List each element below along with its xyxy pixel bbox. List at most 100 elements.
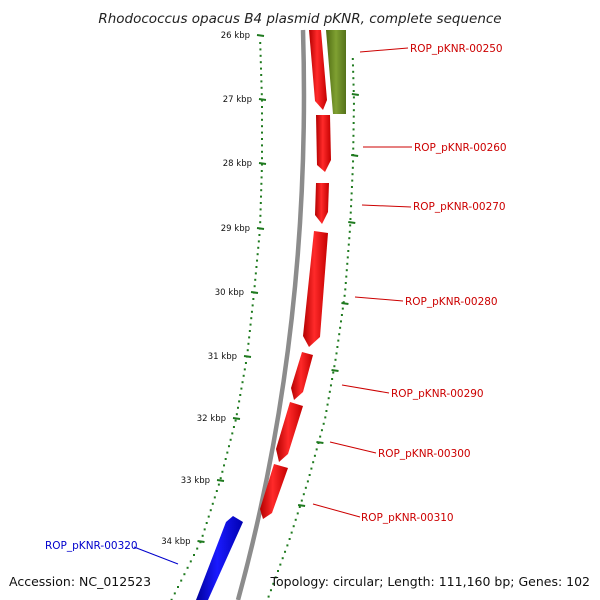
outer-track-dot (337, 339, 340, 342)
inner-track-dot (170, 598, 173, 600)
inner-track-dot (235, 413, 238, 416)
outer-track-dot (352, 77, 355, 80)
inner-track-dot (259, 221, 262, 224)
gene-arrow[interactable] (276, 402, 303, 462)
gene-label-rop-pknr-00270[interactable]: ROP_pKNR-00270 (413, 201, 506, 213)
gene-label-rop-pknr-00320[interactable]: ROP_pKNR-00320 (45, 540, 138, 552)
inner-track-dot (234, 419, 237, 422)
inner-track-dot (255, 266, 258, 268)
gene-arrow[interactable] (316, 115, 331, 172)
outer-track-dot (351, 58, 354, 60)
inner-track-dot (249, 323, 252, 326)
outer-track-dot (350, 205, 353, 208)
inner-track-dot (243, 368, 246, 371)
gene-feature-bar[interactable] (326, 30, 346, 114)
outer-track-dot (351, 173, 354, 176)
gene-arrow[interactable] (315, 183, 329, 224)
inner-track-dot (189, 560, 192, 563)
kbp-tick-label: 32 kbp (197, 414, 226, 424)
kbp-tick-mark (216, 479, 225, 482)
outer-track-dot (304, 486, 307, 489)
inner-track-dot (207, 515, 210, 518)
outer-track-dot (348, 230, 351, 233)
inner-track-dot (247, 342, 250, 345)
outer-track-dot (335, 352, 338, 355)
gene-arrow[interactable] (303, 231, 328, 347)
plasmid-backbone (235, 29, 307, 600)
outer-track-dot (286, 544, 289, 547)
inner-track-dot (246, 349, 249, 352)
inner-track-dot (213, 496, 216, 499)
inner-track-dot (199, 541, 202, 544)
outer-track-dot (267, 595, 270, 598)
inner-track-dot (261, 138, 263, 140)
gene-arrow[interactable] (309, 30, 327, 110)
inner-track-dot (260, 74, 263, 76)
inner-track-dot (259, 48, 262, 51)
inner-track-dot (201, 534, 204, 537)
inner-track-dot (209, 509, 212, 512)
gene-label-rop-pknr-00250[interactable]: ROP_pKNR-00250 (410, 43, 503, 55)
gc-dot-track (170, 42, 359, 600)
outer-track-mark (351, 93, 359, 96)
outer-track-dot (315, 448, 318, 451)
gene-label-rop-pknr-00260[interactable]: ROP_pKNR-00260 (414, 142, 507, 154)
inner-track-dot (241, 381, 244, 384)
inner-track-dot (260, 67, 263, 70)
kbp-tick-track: 26 kbp 27 kbp 28 kbp 29 kbp 30 kbp 31 kbp 32 k… (161, 31, 267, 547)
inner-track-dot (196, 547, 199, 550)
inner-track-dot (232, 426, 235, 428)
inner-track-dot (261, 131, 263, 134)
outer-track-dot (277, 570, 279, 572)
gene-arrow[interactable] (260, 464, 288, 519)
outer-track-dot (272, 582, 275, 585)
inner-track-dot (257, 240, 260, 243)
inner-track-dot (221, 470, 224, 473)
kbp-tick-mark (258, 162, 267, 165)
inner-track-dot (229, 438, 232, 441)
gene-label-rop-pknr-00310[interactable]: ROP_pKNR-00310 (361, 512, 454, 524)
inner-track-dot (242, 374, 245, 377)
outer-track-dot (328, 390, 331, 393)
gene-label-rop-pknr-00300[interactable]: ROP_pKNR-00300 (378, 448, 471, 460)
kbp-tick-label: 27 kbp (223, 95, 252, 105)
outer-track-mark (341, 302, 349, 305)
kbp-tick-mark (258, 98, 267, 101)
outer-track-dot (325, 410, 328, 412)
outer-track-dot (322, 422, 325, 425)
gene-arrow[interactable] (196, 516, 243, 600)
inner-track-dot (260, 189, 263, 192)
inner-track-dot (259, 54, 262, 57)
outer-track-dot (300, 499, 303, 502)
inner-track-dot (260, 176, 263, 179)
inner-track-dot (215, 490, 218, 492)
outer-track-dot (290, 531, 293, 534)
outer-track-dot (302, 493, 305, 496)
outer-track-dot (350, 192, 353, 195)
inner-track-dot (248, 336, 251, 339)
outer-track-dot (352, 122, 355, 124)
outer-track-dot (294, 518, 297, 521)
gene-label-rop-pknr-00290[interactable]: ROP_pKNR-00290 (391, 388, 484, 400)
inner-track-dot (260, 93, 263, 96)
inner-track-dot (177, 586, 179, 588)
inner-track-dot (186, 566, 189, 569)
inner-track-dot (256, 259, 259, 262)
inner-track-dot (258, 234, 261, 236)
inner-track-dot (254, 272, 257, 275)
outer-track-mark (297, 504, 306, 507)
inner-track-dot (223, 464, 226, 467)
gene-leader-lines (133, 47, 412, 565)
outer-track-dot (352, 83, 355, 86)
inner-track-dot (261, 144, 263, 147)
kbp-tick-mark (256, 34, 265, 37)
gene-label-rop-pknr-00280[interactable]: ROP_pKNR-00280 (405, 296, 498, 308)
inner-track-dot (257, 246, 260, 249)
gene-arrow[interactable] (291, 352, 313, 400)
outer-track-dot (329, 384, 332, 387)
inner-track-dot (205, 522, 208, 524)
inner-track-dot (261, 125, 263, 128)
outer-track-dot (327, 397, 330, 400)
inner-track-dot (231, 432, 234, 435)
